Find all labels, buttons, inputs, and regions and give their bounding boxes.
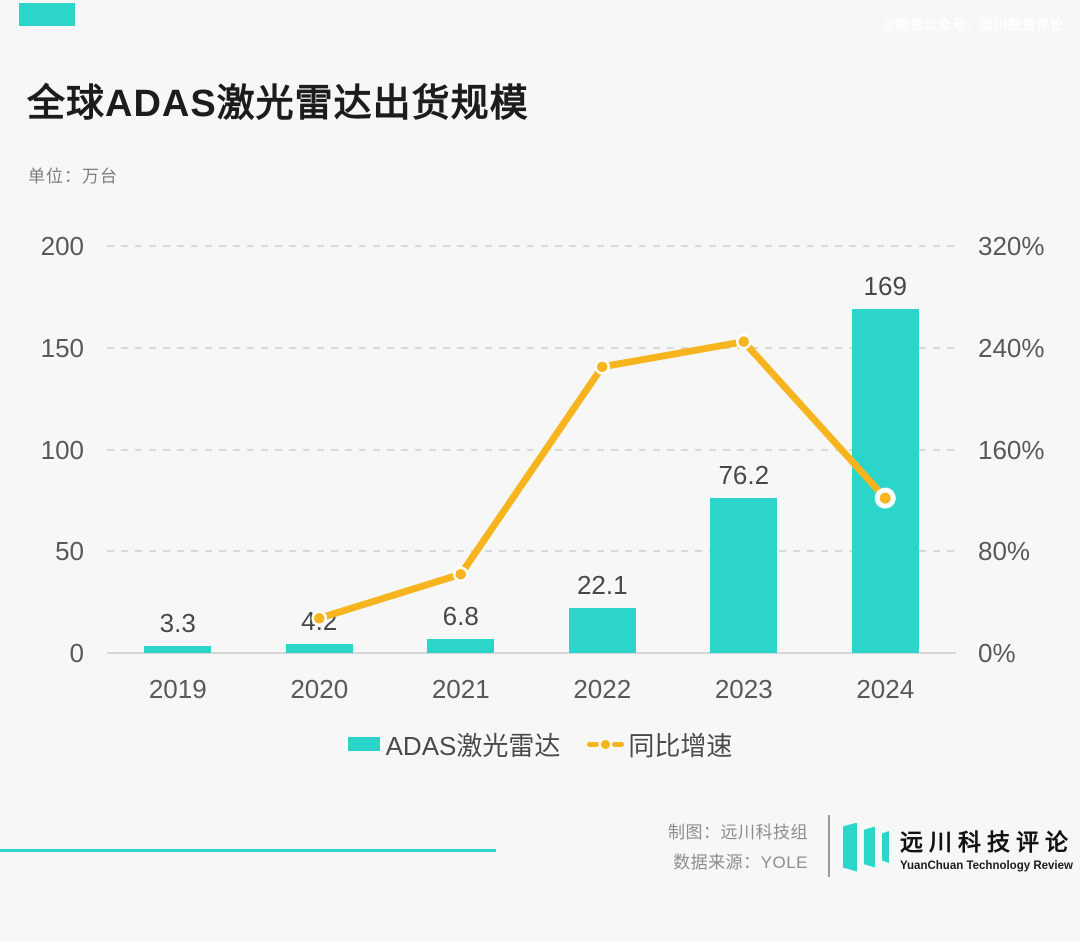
- logo-marks-icon: [843, 821, 889, 873]
- page-title: 全球ADAS激光雷达出货规模: [27, 83, 529, 125]
- credit-source: 数据来源：YOLE: [673, 853, 808, 872]
- category-label: 2023: [714, 674, 773, 704]
- watermark-text: @微信公众号：远川投资评论: [882, 17, 1064, 32]
- bar-2021: [427, 639, 495, 653]
- footer-credits: 制图：远川科技组 数据来源：YOLE: [668, 818, 808, 878]
- category-label: 2022: [573, 674, 632, 704]
- growth-point-dot: [594, 359, 610, 375]
- chart-legend: ADAS激光雷达 同比增速: [0, 726, 1080, 763]
- legend-line-label: 同比增速: [628, 730, 733, 761]
- growth-point-dot: [453, 566, 469, 583]
- legend-bar-label: ADAS激光雷达: [385, 730, 561, 761]
- bar-value-label: 169: [863, 271, 907, 302]
- gridline: [107, 346, 956, 349]
- bar-2019: [144, 646, 212, 653]
- left-axis-tick: 200: [40, 231, 84, 261]
- gridline: [107, 652, 956, 654]
- legend-item-bar: ADAS激光雷达: [347, 726, 561, 763]
- category-label: 2020: [290, 674, 349, 704]
- bar-2024: [851, 309, 919, 653]
- gridline: [107, 448, 956, 451]
- legend-item-line: 同比增速: [587, 726, 732, 763]
- bar-2020: [285, 644, 353, 653]
- credit-author: 制图：远川科技组: [668, 823, 808, 842]
- category-label: 2021: [431, 674, 490, 704]
- bar-value-label: 22.1: [576, 570, 628, 601]
- footer-divider-rule: [0, 849, 496, 852]
- bar-2023: [710, 497, 778, 653]
- gridline: [107, 245, 956, 247]
- logo-title: 远川科技评论: [900, 828, 1074, 855]
- left-axis-tick: 100: [40, 434, 84, 465]
- left-axis-tick: 0: [69, 638, 84, 668]
- unit-label: 单位：万台: [28, 167, 118, 186]
- right-axis-tick: 240%: [978, 332, 1045, 363]
- logo-subtitle: YuanChuan Technology Review: [900, 859, 1073, 872]
- right-axis-tick: 0%: [978, 638, 1016, 668]
- line-swatch-icon: [587, 739, 625, 749]
- right-axis-tick: 320%: [978, 231, 1045, 261]
- left-axis-tick: 150: [40, 332, 84, 363]
- bar-value-label: 6.8: [442, 601, 479, 632]
- left-axis-tick: 50: [55, 536, 84, 567]
- accent-square: [19, 3, 75, 26]
- gridline: [107, 550, 956, 553]
- brand-logo: 远川科技评论 YuanChuan Technology Review: [843, 821, 1074, 873]
- right-axis-tick: 80%: [978, 536, 1031, 567]
- bar-swatch-icon: [347, 737, 380, 751]
- category-label: 2024: [856, 674, 915, 704]
- bar-2022: [568, 608, 636, 653]
- category-label: 2019: [148, 674, 207, 704]
- footer-vertical-divider: [828, 815, 830, 877]
- bar-value-label: 76.2: [718, 459, 770, 490]
- bar-value-label: 4.2: [301, 606, 338, 637]
- right-axis-tick: 160%: [978, 434, 1045, 465]
- bar-value-label: 3.3: [159, 608, 196, 639]
